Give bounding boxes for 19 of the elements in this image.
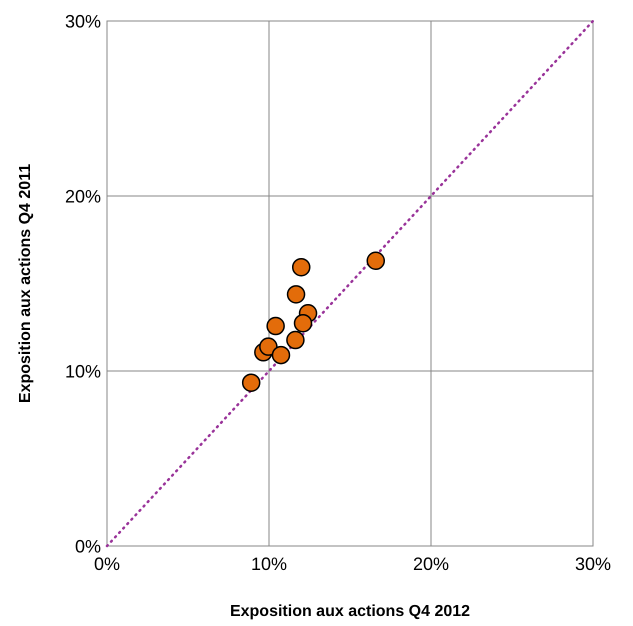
- point: [292, 258, 310, 276]
- x-tick-label: 30%: [574, 554, 612, 574]
- point: [266, 316, 285, 336]
- point: [259, 337, 278, 356]
- x-tick-label: 0%: [94, 554, 120, 574]
- y-tick-label: 10%: [64, 361, 101, 382]
- point: [286, 285, 306, 304]
- x-axis-title: Exposition aux actions Q4 2012: [230, 603, 470, 620]
- x-tick-label: 10%: [250, 554, 288, 574]
- point: [294, 314, 312, 332]
- point: [366, 252, 386, 270]
- x-tick-label: 20%: [412, 554, 450, 574]
- point: [242, 373, 260, 392]
- y-axis-title: Exposition aux actions Q4 2011: [17, 164, 34, 404]
- y-tick-label: 30%: [64, 11, 101, 32]
- y-tick-label: 20%: [64, 186, 101, 206]
- point: [272, 346, 290, 364]
- y-tick-label: 0%: [74, 536, 101, 556]
- point: [286, 330, 305, 350]
